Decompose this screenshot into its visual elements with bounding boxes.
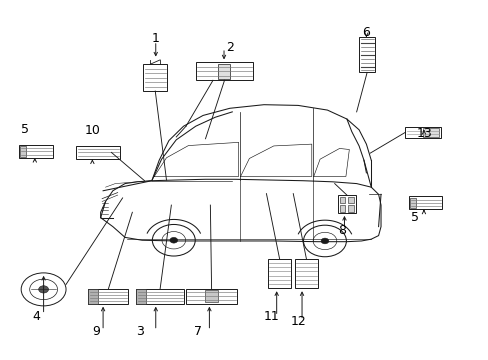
Text: 10: 10	[84, 124, 100, 137]
Text: 7: 7	[194, 325, 202, 338]
Bar	[88, 289, 98, 304]
Bar	[195, 62, 253, 80]
Bar	[205, 290, 217, 302]
Bar	[337, 195, 355, 213]
Bar	[217, 64, 230, 79]
Bar	[339, 197, 345, 203]
Text: 13: 13	[416, 127, 432, 140]
Bar	[267, 259, 291, 288]
Bar	[408, 197, 442, 210]
Text: 9: 9	[92, 325, 100, 338]
Bar	[405, 127, 440, 138]
Bar	[143, 64, 167, 91]
Bar	[88, 289, 128, 304]
Bar	[136, 289, 183, 304]
Bar	[185, 289, 237, 304]
Circle shape	[170, 237, 177, 243]
Bar	[19, 145, 53, 158]
Text: 12: 12	[290, 315, 305, 328]
Text: 5: 5	[410, 211, 418, 224]
Bar	[347, 197, 353, 203]
Bar	[358, 37, 374, 72]
Bar	[294, 259, 318, 288]
Circle shape	[39, 286, 48, 293]
Text: 5: 5	[21, 123, 29, 136]
Circle shape	[21, 273, 66, 306]
Text: 2: 2	[225, 41, 233, 54]
Bar	[339, 206, 345, 212]
Text: 11: 11	[263, 310, 279, 324]
Bar	[136, 289, 145, 304]
Circle shape	[321, 238, 328, 244]
Text: 8: 8	[337, 224, 346, 237]
Bar	[422, 128, 438, 136]
Bar	[76, 145, 120, 159]
Text: 6: 6	[362, 26, 369, 39]
Text: 1: 1	[151, 32, 160, 45]
Bar	[409, 198, 415, 208]
Bar	[20, 146, 26, 157]
Bar	[347, 206, 353, 212]
Text: 3: 3	[136, 325, 143, 338]
Text: 4: 4	[32, 310, 40, 324]
